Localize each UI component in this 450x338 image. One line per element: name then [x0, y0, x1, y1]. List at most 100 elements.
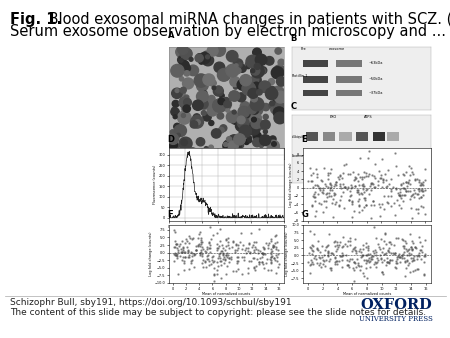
Point	[256, 255, 264, 261]
Point	[396, 255, 404, 260]
Point	[359, 187, 366, 192]
Point	[382, 262, 390, 268]
Point	[403, 257, 410, 262]
Point	[369, 182, 376, 187]
Point	[331, 256, 338, 261]
X-axis label: Mean of normalized counts: Mean of normalized counts	[202, 292, 251, 296]
Point	[198, 238, 205, 243]
Point	[344, 262, 351, 268]
Circle shape	[271, 106, 278, 113]
Point	[258, 254, 265, 259]
Point	[356, 248, 363, 254]
Point	[331, 184, 338, 189]
Point	[407, 196, 414, 201]
Point	[172, 241, 180, 246]
Point	[179, 249, 186, 255]
Point	[207, 245, 214, 251]
Point	[382, 252, 389, 257]
Point	[343, 257, 351, 263]
Point	[412, 268, 419, 273]
Point	[333, 261, 341, 266]
Point	[378, 270, 386, 275]
Point	[421, 251, 428, 257]
Point	[414, 210, 422, 216]
Point	[387, 203, 394, 209]
Point	[199, 244, 206, 250]
Y-axis label: Log fold change (counts): Log fold change (counts)	[288, 162, 292, 207]
Point	[363, 173, 370, 179]
Circle shape	[278, 59, 284, 66]
Point	[305, 250, 312, 256]
Circle shape	[230, 77, 240, 87]
Point	[357, 267, 364, 272]
Point	[378, 269, 386, 275]
Point	[324, 253, 332, 258]
Bar	[337, 90, 361, 96]
Point	[336, 240, 343, 245]
Point	[306, 244, 314, 249]
Point	[412, 207, 419, 212]
Point	[412, 245, 419, 250]
Circle shape	[248, 139, 252, 143]
Point	[384, 260, 391, 265]
Point	[225, 255, 233, 260]
Point	[260, 265, 267, 270]
Point	[403, 240, 410, 245]
Point	[236, 239, 243, 244]
Point	[400, 249, 408, 255]
Point	[241, 257, 248, 263]
Circle shape	[267, 140, 279, 152]
Point	[334, 242, 341, 247]
Point	[265, 243, 272, 248]
Point	[309, 184, 316, 190]
Text: ~63kDa: ~63kDa	[369, 61, 383, 65]
Point	[214, 245, 221, 251]
Point	[342, 252, 349, 257]
Point	[308, 248, 315, 253]
Point	[377, 246, 384, 251]
Circle shape	[171, 65, 184, 77]
Circle shape	[206, 55, 210, 59]
Point	[205, 253, 212, 258]
Point	[372, 260, 379, 265]
Point	[265, 240, 272, 245]
Point	[184, 249, 191, 254]
Circle shape	[181, 114, 185, 118]
Bar	[387, 131, 399, 141]
Point	[418, 188, 426, 194]
Circle shape	[184, 71, 189, 76]
Point	[233, 254, 240, 260]
Point	[331, 201, 338, 207]
Point	[339, 244, 346, 249]
Point	[188, 253, 195, 259]
Point	[259, 250, 266, 256]
Point	[410, 258, 417, 263]
Point	[366, 171, 373, 176]
Point	[310, 193, 317, 199]
Point	[378, 249, 385, 255]
Point	[363, 202, 370, 208]
Point	[345, 263, 352, 268]
Point	[214, 263, 221, 268]
Circle shape	[186, 148, 199, 161]
Point	[365, 244, 372, 249]
Point	[369, 256, 376, 262]
Point	[333, 258, 341, 263]
Circle shape	[184, 98, 191, 106]
Circle shape	[219, 93, 224, 98]
Point	[348, 193, 355, 198]
Point	[385, 260, 392, 265]
Point	[181, 241, 189, 246]
Text: G: G	[302, 210, 308, 219]
Circle shape	[226, 144, 238, 156]
Circle shape	[165, 139, 177, 151]
Point	[326, 185, 333, 191]
Point	[405, 260, 413, 266]
Bar	[373, 131, 385, 141]
Point	[209, 260, 216, 265]
Circle shape	[226, 111, 238, 123]
Point	[344, 243, 351, 249]
Point	[355, 187, 362, 193]
Point	[384, 193, 392, 199]
Point	[312, 167, 319, 172]
